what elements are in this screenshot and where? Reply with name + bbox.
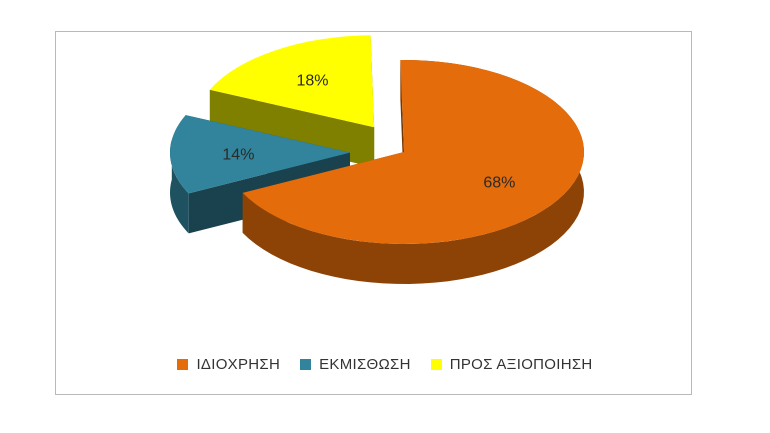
legend-label: ΙΔΙΟΧΡΗΣΗ xyxy=(196,355,281,373)
data-label: 14% xyxy=(222,147,254,164)
legend-swatch xyxy=(430,358,442,370)
pie-slice-3 xyxy=(209,35,375,128)
legend-label: ΠΡΟΣ ΑΞΙΟΠΟΙΗΣΗ xyxy=(449,355,593,373)
pie-tops xyxy=(170,35,584,244)
legend-item-idioxrisi: ΙΔΙΟΧΡΗΣΗ xyxy=(177,356,280,373)
pie-labels: 18% 14% 68% xyxy=(222,73,515,192)
legend-item-pros-axiopoiisi: ΠΡΟΣ ΑΞΙΟΠΟΙΗΣΗ xyxy=(430,355,593,373)
pie-slice-2 xyxy=(170,115,351,194)
legend-swatch xyxy=(300,358,312,370)
pie-slice-1 xyxy=(242,59,584,244)
legend: ΙΔΙΟΧΡΗΣΗ ΕΚΜΙΣΘΩΣΗ ΠΡΟΣ ΑΞΙΟΠΟΙΗΣΗ xyxy=(0,352,770,376)
slice-wall xyxy=(170,139,189,234)
legend-label: ΕΚΜΙΣΘΩΣΗ xyxy=(319,355,411,373)
slice-radial-face xyxy=(209,89,375,168)
data-label: 68% xyxy=(483,175,515,192)
legend-item-ekmisthosi: ΕΚΜΙΣΘΩΣΗ xyxy=(300,356,411,373)
data-label: 18% xyxy=(296,73,328,90)
legend-swatch xyxy=(177,358,189,370)
